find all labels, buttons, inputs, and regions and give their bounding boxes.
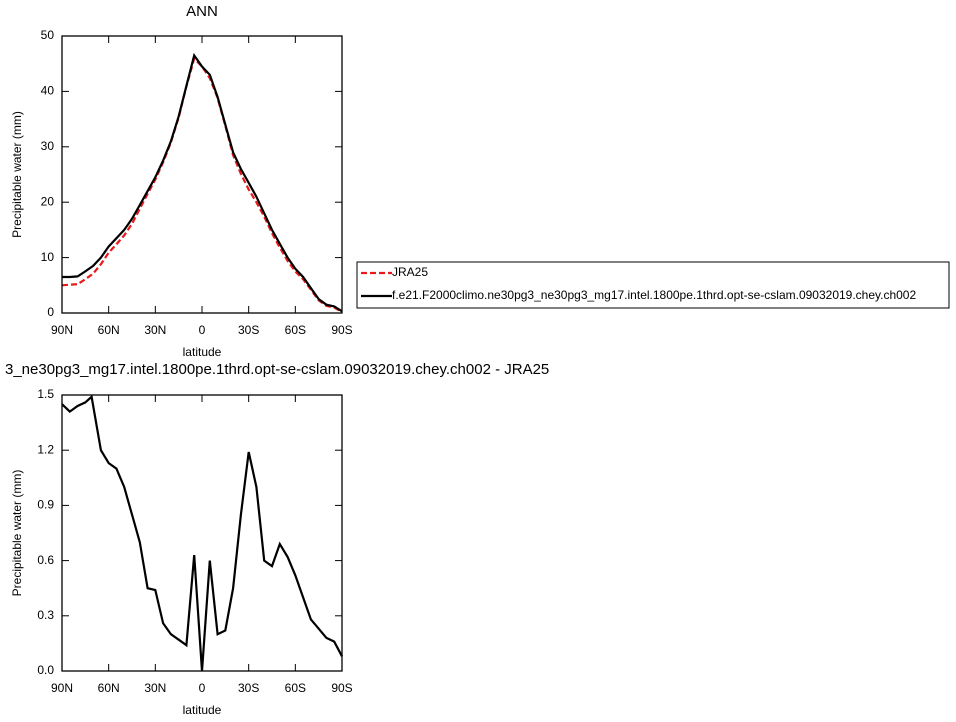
chart-title: ANN bbox=[186, 3, 218, 20]
x-tick-label: 30N bbox=[144, 681, 166, 695]
y-tick-label: 0 bbox=[47, 305, 54, 319]
x-tick-label: 30S bbox=[238, 681, 259, 695]
x-tick-label: 90S bbox=[331, 323, 352, 337]
data-line bbox=[61, 394, 343, 672]
y-axis-label: Precipitable water (mm) bbox=[10, 111, 24, 238]
y-tick-label: 0.3 bbox=[37, 608, 54, 622]
data-line bbox=[62, 52, 343, 313]
y-tick-label: 0.6 bbox=[37, 553, 54, 567]
y-tick-label: 10 bbox=[41, 250, 55, 264]
x-tick-label: 60S bbox=[285, 323, 306, 337]
y-tick-label: 1.2 bbox=[37, 442, 54, 456]
y-tick-label: 20 bbox=[41, 194, 55, 208]
x-axis-label: latitude bbox=[183, 703, 222, 717]
x-tick-label: 30N bbox=[144, 323, 166, 337]
x-tick-label: 0 bbox=[199, 323, 206, 337]
x-tick-label: 30S bbox=[238, 323, 259, 337]
y-tick-label: 0.9 bbox=[37, 498, 54, 512]
y-tick-label: 1.5 bbox=[37, 387, 54, 401]
y-tick-label: 0.0 bbox=[37, 663, 54, 677]
legend-label: JRA25 bbox=[392, 265, 428, 279]
x-tick-label: 90S bbox=[331, 681, 352, 695]
x-tick-label: 90N bbox=[51, 323, 73, 337]
x-tick-label: 60N bbox=[98, 323, 120, 337]
plot-frame bbox=[61, 35, 343, 314]
x-tick-label: 60S bbox=[285, 681, 306, 695]
y-axis-label: Precipitable water (mm) bbox=[10, 470, 24, 597]
x-axis-label: latitude bbox=[183, 345, 222, 359]
legend-label: f.e21.F2000climo.ne30pg3_ne30pg3_mg17.in… bbox=[392, 288, 916, 302]
legend-box bbox=[356, 261, 950, 309]
y-tick-label: 50 bbox=[41, 28, 55, 42]
x-tick-label: 60N bbox=[98, 681, 120, 695]
y-tick-label: 30 bbox=[41, 139, 55, 153]
y-tick-label: 40 bbox=[41, 84, 55, 98]
x-tick-label: 90N bbox=[51, 681, 73, 695]
plot-frame bbox=[61, 394, 343, 672]
chart-title: 3_ne30pg3_mg17.intel.1800pe.1thrd.opt-se… bbox=[5, 361, 549, 378]
x-tick-label: 0 bbox=[199, 681, 206, 695]
